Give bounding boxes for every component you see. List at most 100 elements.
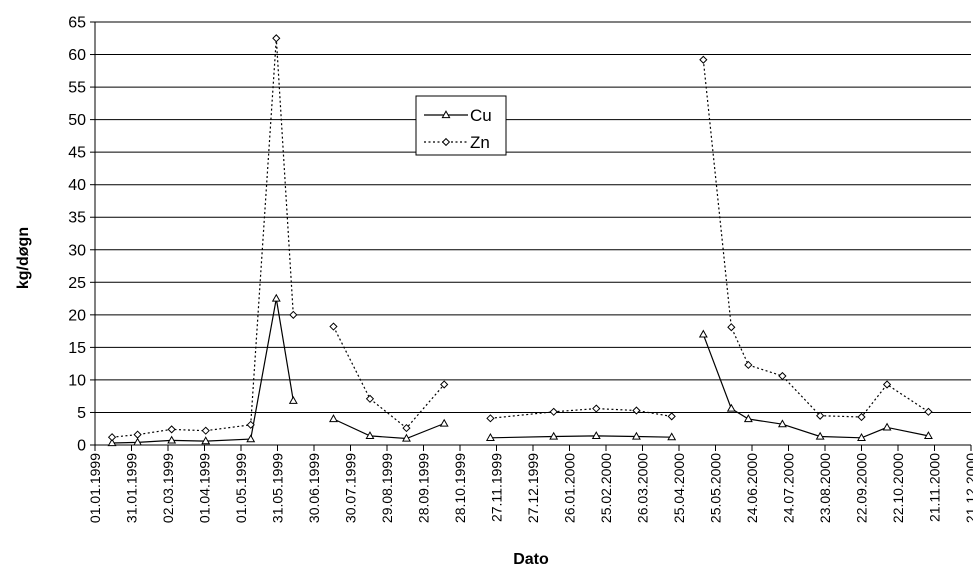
y-tick-label: 45 [68, 145, 86, 162]
series-zn-line [332, 326, 445, 429]
series-cu-point [743, 414, 753, 423]
x-tick-label: 21.11.2000 [927, 453, 943, 522]
series-zn-point [246, 420, 255, 429]
grid-lines [95, 21, 971, 413]
series-cu-line [702, 334, 929, 439]
series-cu-line [490, 435, 672, 439]
y-tick-label: 55 [68, 80, 86, 97]
y-axis-title: kg/døgn [15, 227, 32, 289]
x-tick-label: 27.11.1999 [489, 453, 505, 522]
x-tick-label: 02.03.1999 [160, 453, 176, 523]
series-zn-point [699, 55, 708, 64]
y-tick-label: 65 [68, 15, 86, 32]
x-tick-label: 30.07.1999 [343, 453, 359, 523]
y-tick-label: 5 [77, 405, 86, 422]
x-tick-label: 24.06.2000 [744, 453, 760, 523]
x-tick-label: 22.09.2000 [854, 453, 870, 523]
legend-marker-cu [441, 110, 451, 119]
x-tick-label: 28.10.1999 [452, 453, 468, 523]
y-tick-label: 20 [68, 307, 86, 324]
x-tick-label: 28.09.1999 [416, 453, 432, 523]
series-cu-line [333, 418, 445, 440]
series-cu-point [271, 293, 281, 302]
x-tick-label: 26.01.2000 [562, 453, 578, 523]
legend-label-zn: Zn [470, 133, 490, 152]
series-cu-point [698, 329, 708, 338]
legend-box [415, 95, 507, 156]
series-zn-point [549, 407, 558, 416]
series-zn-line [702, 59, 929, 418]
series-zn-point [778, 371, 787, 381]
series-zn-point [632, 406, 641, 415]
y-tick-label: 25 [68, 275, 86, 292]
y-tick-label: 10 [68, 372, 86, 389]
x-tick-label: 25.04.2000 [671, 453, 687, 523]
y-tick-label: 15 [68, 340, 86, 357]
series-cu-point [857, 433, 866, 441]
series-zn-point [402, 423, 411, 433]
x-tick-label: 23.08.2000 [817, 453, 833, 523]
legend-item-cu: Cu [424, 106, 492, 125]
legend-item-zn: Zn [424, 133, 490, 152]
series-cu-point [402, 433, 411, 442]
series-zn-point [727, 323, 736, 332]
series-cu-point [485, 433, 495, 441]
series-cu-point [591, 431, 601, 439]
x-tick-label: 01.05.1999 [233, 453, 249, 523]
series-cu-point [365, 431, 375, 439]
series-cu-point [549, 431, 559, 440]
x-tick-label: 22.10.2000 [890, 453, 906, 523]
series-cu-point [631, 431, 641, 440]
x-tick-label: 26.03.2000 [635, 453, 651, 523]
x-tick-label: 24.07.2000 [781, 453, 797, 523]
x-tick-label: 01.01.1999 [87, 453, 103, 523]
series [107, 34, 933, 447]
x-tick-label: 27.12.1999 [525, 453, 541, 523]
series-cu-point [133, 437, 143, 446]
legend-label-cu: Cu [470, 106, 492, 125]
series-zn-line [490, 407, 672, 419]
series-cu-point [667, 432, 677, 441]
series-cu-point [201, 436, 211, 445]
x-tick-label: 01.04.1999 [197, 453, 213, 523]
series-zn-point [744, 360, 753, 370]
series-cu-point [246, 434, 256, 443]
y-tick-label: 60 [68, 47, 86, 64]
x-tick-label: 25.02.2000 [598, 453, 614, 523]
series-cu [107, 293, 933, 447]
series-zn-point [133, 430, 142, 439]
y-tick-label: 0 [77, 438, 86, 455]
series-zn-point [592, 404, 601, 413]
series-cu-point [329, 414, 338, 423]
series-zn-point [167, 425, 176, 434]
x-axis-title: Dato [513, 551, 549, 568]
x-tick-label: 29.08.1999 [379, 453, 395, 523]
y-tick-labels: 0 5 10 15 20 25 30 35 40 45 50 55 60 65 [68, 15, 95, 455]
series-zn-point [816, 411, 825, 420]
series-cu-point [815, 431, 825, 440]
x-tick-label: 31.05.1999 [270, 453, 286, 523]
series-zn-point [440, 380, 449, 389]
series-zn-point [289, 310, 298, 319]
legend: Cu Zn [415, 95, 507, 156]
series-cu-point [288, 395, 298, 404]
series-zn [107, 34, 933, 442]
y-tick-label: 50 [68, 112, 86, 129]
series-cu-point [167, 435, 177, 444]
series-cu-point [726, 403, 736, 412]
series-cu-point [777, 419, 787, 428]
series-zn-point [486, 414, 495, 423]
x-tick-label: 21.12.2000 [963, 453, 973, 523]
legend-items: Cu Zn [424, 106, 492, 152]
series-zn-line [111, 38, 294, 438]
axes [94, 22, 971, 446]
x-tick-labels: 01.01.1999 31.01.1999 02.03.1999 01.04.1999… [87, 445, 973, 523]
series-zn-point [107, 433, 117, 442]
x-tick-label: 30.06.1999 [306, 453, 322, 523]
series-cu-point [923, 431, 933, 439]
series-zn-point [329, 322, 338, 331]
x-tick-label: 31.01.1999 [124, 453, 140, 523]
series-zn-point [924, 407, 933, 416]
series-cu-point [439, 418, 449, 427]
